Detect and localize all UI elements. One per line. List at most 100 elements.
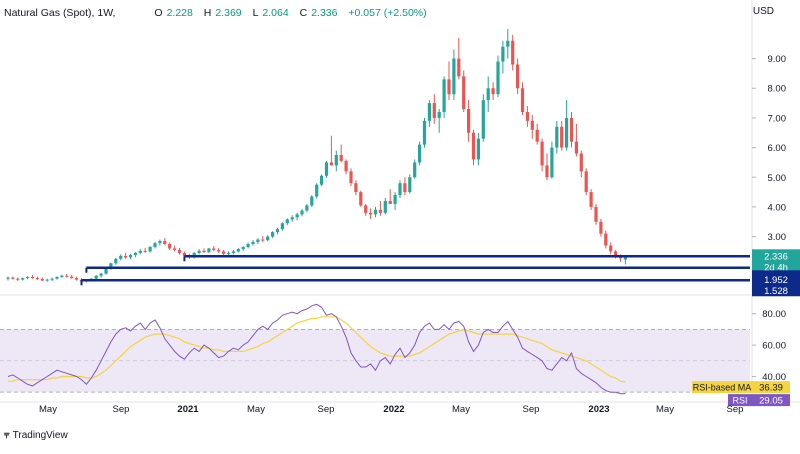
- candle-body: [618, 257, 623, 259]
- candle-body: [437, 111, 441, 118]
- candle-body: [315, 184, 319, 197]
- candle-body: [305, 205, 309, 211]
- rsi-axis-tick-label: 80.00: [762, 309, 786, 320]
- candle-body: [26, 276, 30, 279]
- candle-body: [300, 210, 304, 215]
- candle-body: [197, 250, 201, 253]
- candle-body: [344, 160, 348, 172]
- candle-body: [119, 255, 123, 259]
- candle-body: [569, 117, 574, 142]
- candle-body: [285, 219, 289, 224]
- candle-body: [594, 206, 598, 222]
- candle-body: [457, 58, 461, 77]
- candle-body: [222, 251, 226, 254]
- candle-body: [506, 40, 510, 47]
- change-value: +0.057 (+2.50%): [348, 7, 427, 19]
- candle-body: [609, 245, 613, 252]
- candle-body: [413, 162, 417, 178]
- time-axis-tick-label: May: [39, 404, 57, 415]
- candle-body: [143, 250, 147, 252]
- price-axis-tick-label: 3.00: [768, 232, 787, 243]
- candle-body: [246, 244, 250, 247]
- price-axis-tick-label: 5.00: [768, 173, 787, 184]
- high-value: 2.369: [215, 7, 242, 19]
- candle-body: [295, 214, 299, 218]
- candle-body: [349, 171, 353, 184]
- open-label: O: [154, 7, 163, 19]
- tradingview-logo-icon: ⫧: [4, 430, 10, 441]
- candle-body: [623, 256, 627, 260]
- candle-body: [128, 254, 133, 258]
- candle-body: [50, 278, 54, 280]
- rsi-ma-name: RSI-based MA: [693, 383, 752, 393]
- candle-body: [310, 196, 314, 206]
- price-axis-tick-label: 8.00: [768, 84, 787, 95]
- candle-body: [99, 273, 103, 276]
- candle-body: [324, 162, 329, 176]
- candle-body: [153, 243, 157, 247]
- rsi-value-bg: [752, 394, 790, 407]
- candle-body: [290, 217, 294, 220]
- candle-body: [231, 251, 235, 253]
- time-axis-tick-label: May: [452, 404, 470, 415]
- rsi-ma-line: [8, 316, 626, 383]
- candle-body: [354, 183, 358, 193]
- candle-body: [427, 103, 431, 121]
- price-axis-tick-label: 9.00: [768, 54, 787, 65]
- candle-body: [574, 141, 578, 154]
- candle-body: [422, 120, 427, 145]
- rsi-line: [7, 303, 626, 395]
- candle-body: [280, 223, 284, 230]
- candle-body: [256, 239, 260, 242]
- candle-body: [16, 278, 20, 280]
- candle-body: [614, 251, 618, 258]
- candle-body: [271, 232, 275, 237]
- candle-body: [525, 111, 529, 121]
- candle-body: [535, 129, 539, 142]
- candle-body: [226, 252, 231, 254]
- candle-body: [173, 248, 177, 250]
- brand-name: TradingView: [12, 430, 68, 441]
- candle-body: [207, 248, 211, 253]
- tradingview-logo[interactable]: ⫧ TradingView: [4, 430, 68, 441]
- candle-body: [467, 109, 471, 133]
- low-value: 2.064: [262, 7, 289, 19]
- time-axis-tick-label: Sep: [318, 404, 335, 415]
- candle-body: [45, 279, 49, 281]
- candle-body: [545, 165, 549, 178]
- candle-body: [138, 250, 142, 253]
- candle-body: [452, 58, 456, 95]
- candle-body: [329, 162, 333, 166]
- rsi-axis-tick-label: 40.00: [762, 372, 786, 383]
- candle-body: [158, 241, 162, 244]
- level-price-label-bg: [752, 283, 800, 297]
- rsi-axis-tick-label: 60.00: [762, 341, 786, 352]
- candle-body: [217, 249, 221, 252]
- candle-body: [530, 120, 534, 130]
- candle-body: [35, 278, 39, 280]
- level-price-label: 1.528: [764, 286, 788, 297]
- candle-body: [393, 195, 397, 204]
- candle-body: [320, 175, 324, 185]
- candle-body: [55, 276, 59, 279]
- candle-body: [511, 40, 515, 65]
- candle-body: [486, 88, 490, 101]
- candle-body: [182, 252, 186, 256]
- candle-body: [491, 88, 495, 95]
- candle-body: [501, 46, 505, 62]
- candle-body: [75, 278, 79, 280]
- candle-body: [114, 258, 118, 264]
- candle-body: [148, 246, 152, 252]
- candle-body: [334, 155, 338, 166]
- candle-body: [481, 100, 485, 139]
- candle-body: [30, 276, 35, 279]
- rsi-ma-value: 36.39: [759, 383, 783, 394]
- candle-body: [589, 192, 593, 207]
- level-price-label: 1.952: [764, 275, 788, 286]
- rsi-ma-name-bg: [692, 381, 752, 394]
- time-axis-tick-label: May: [247, 404, 265, 415]
- candle-body: [212, 248, 216, 250]
